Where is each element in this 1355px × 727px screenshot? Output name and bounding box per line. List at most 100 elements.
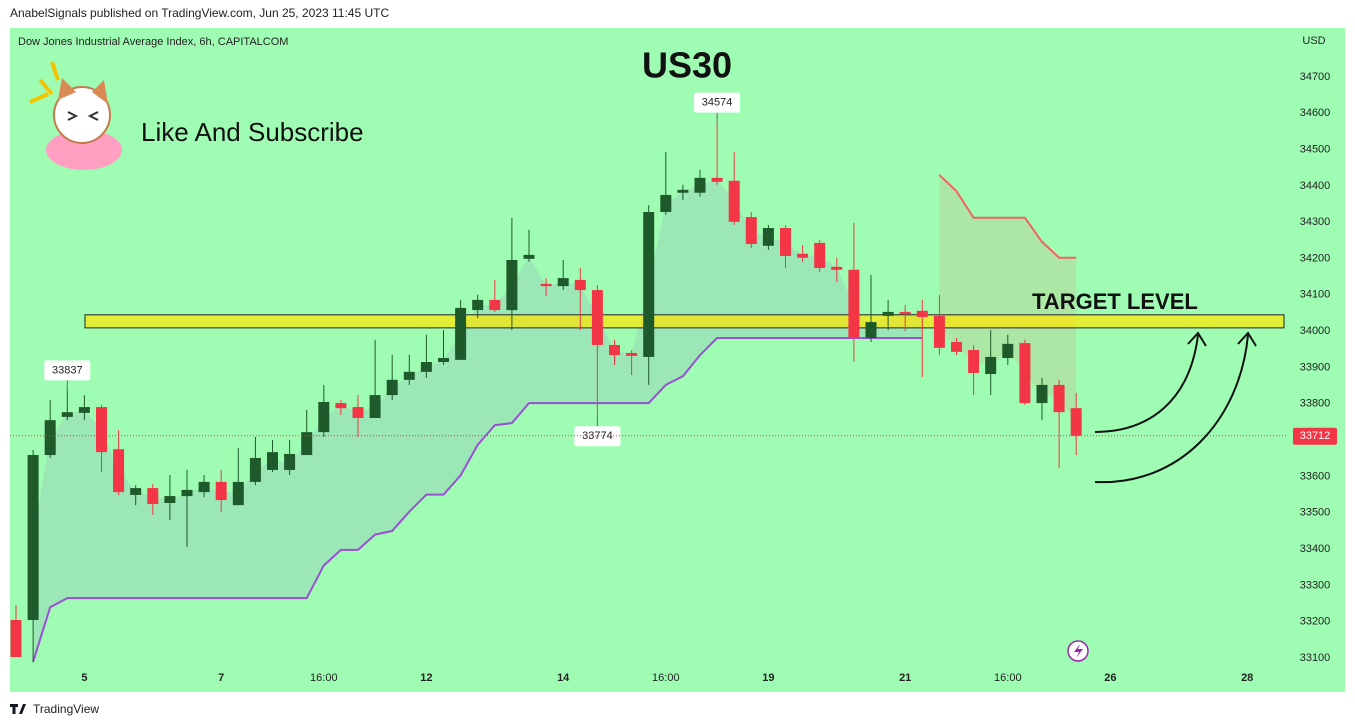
y-tick-label: 34500 (1300, 143, 1331, 155)
label-box (574, 426, 621, 447)
candle-body (232, 481, 244, 506)
currency: USD (1302, 35, 1325, 47)
candle-body (164, 496, 176, 503)
candle-body (780, 227, 791, 256)
plot: 3310033200333003340033500336003370033800… (10, 71, 1337, 684)
y-tick-label: 33500 (1300, 507, 1331, 519)
y-tick-label: 34200 (1300, 252, 1331, 264)
candle-body (10, 619, 22, 658)
candle-body (1019, 343, 1031, 404)
trend-line (938, 174, 1077, 259)
label-box (694, 92, 741, 113)
candle-body (198, 481, 210, 493)
x-tick-label: 28 (1241, 672, 1253, 684)
candle-body (249, 457, 261, 482)
candle-body (1053, 384, 1065, 413)
symbol: Dow Jones Industrial Average Index, 6h, … (18, 36, 288, 48)
x-tick-label: 16:00 (994, 672, 1022, 684)
target-zone (84, 314, 1285, 329)
candle-body (27, 455, 39, 620)
x-tick-label: 7 (218, 672, 224, 684)
candle-body (489, 299, 501, 311)
label-box (44, 360, 91, 381)
candle-body (762, 227, 774, 246)
footer-logo (10, 704, 26, 714)
candle-body (403, 371, 415, 380)
candle-body (899, 311, 911, 315)
candle-body (78, 407, 90, 413)
y-tick-label: 34100 (1300, 289, 1331, 301)
candle-body (267, 452, 278, 470)
candle-body (985, 356, 997, 375)
y-tick-label: 34700 (1300, 71, 1331, 83)
x-tick-label: 26 (1104, 672, 1116, 684)
candle-body (745, 217, 757, 244)
y-tick-label: 33100 (1300, 652, 1331, 664)
candle-body (831, 266, 843, 270)
candle-body (455, 307, 467, 360)
footer: TradingView (33, 702, 99, 716)
alert-icon[interactable] (1067, 640, 1089, 662)
x-tick-label: 5 (81, 672, 87, 684)
candle-body (147, 488, 159, 505)
candle-body (848, 269, 860, 339)
publish-note: AnabelSignals published on TradingView.c… (10, 6, 389, 20)
candle-body (1036, 384, 1048, 404)
target-label: TARGET LEVEL (1032, 289, 1198, 314)
price-tag: 33712 (1300, 430, 1331, 442)
subtitle: Like And Subscribe (141, 117, 364, 147)
candle-body (540, 283, 552, 287)
candle-body (352, 407, 364, 418)
candle-body (968, 350, 980, 373)
candle-body (386, 379, 398, 396)
price-label: 33837 (52, 364, 83, 376)
candle-body (591, 290, 603, 345)
candle-body (438, 358, 449, 363)
y-tick-label: 33600 (1300, 470, 1331, 482)
price-label: 34574 (702, 97, 733, 109)
candle-body (797, 253, 809, 258)
candle-body (916, 310, 928, 317)
candle-body (523, 254, 535, 259)
candle-body (369, 395, 381, 418)
candle-body (215, 481, 227, 501)
arrows (1094, 331, 1257, 484)
y-tick-label: 33800 (1300, 398, 1331, 410)
candle-body (96, 407, 107, 453)
candle-body (130, 488, 142, 495)
candle-body (660, 194, 672, 212)
candle-body (113, 449, 125, 493)
chart-title: US30 (642, 45, 732, 86)
x-tick-label: 16:00 (652, 672, 680, 684)
candle-body (318, 401, 330, 433)
y-tick-label: 34400 (1300, 180, 1331, 192)
candle-body (728, 180, 740, 222)
candle-body (335, 403, 347, 409)
candle-body (61, 412, 73, 417)
candle-body (574, 279, 586, 291)
candle-body (1002, 343, 1014, 359)
y-tick-label: 33400 (1300, 543, 1331, 555)
x-tick-label: 12 (420, 672, 432, 684)
y-tick-label: 34000 (1300, 325, 1331, 337)
candle-body (882, 311, 894, 316)
candle-body (814, 242, 826, 268)
candle-body (865, 322, 877, 339)
candle-body (420, 362, 432, 372)
plot-bg (10, 28, 1345, 692)
candle-body (677, 189, 689, 193)
candle-body (694, 177, 706, 193)
candle-body (951, 342, 962, 352)
candle-body (643, 211, 655, 357)
x-tick-label: 14 (557, 672, 570, 684)
x-tick-label: 19 (762, 672, 774, 684)
candle-body (711, 177, 723, 182)
trend-fill (33, 179, 923, 662)
y-tick-label: 33300 (1300, 579, 1331, 591)
candle-body (609, 344, 620, 356)
y-tick-label: 33900 (1300, 361, 1331, 373)
price-label: 33774 (582, 430, 613, 442)
candle-body (557, 278, 569, 287)
candle-body (472, 299, 484, 311)
